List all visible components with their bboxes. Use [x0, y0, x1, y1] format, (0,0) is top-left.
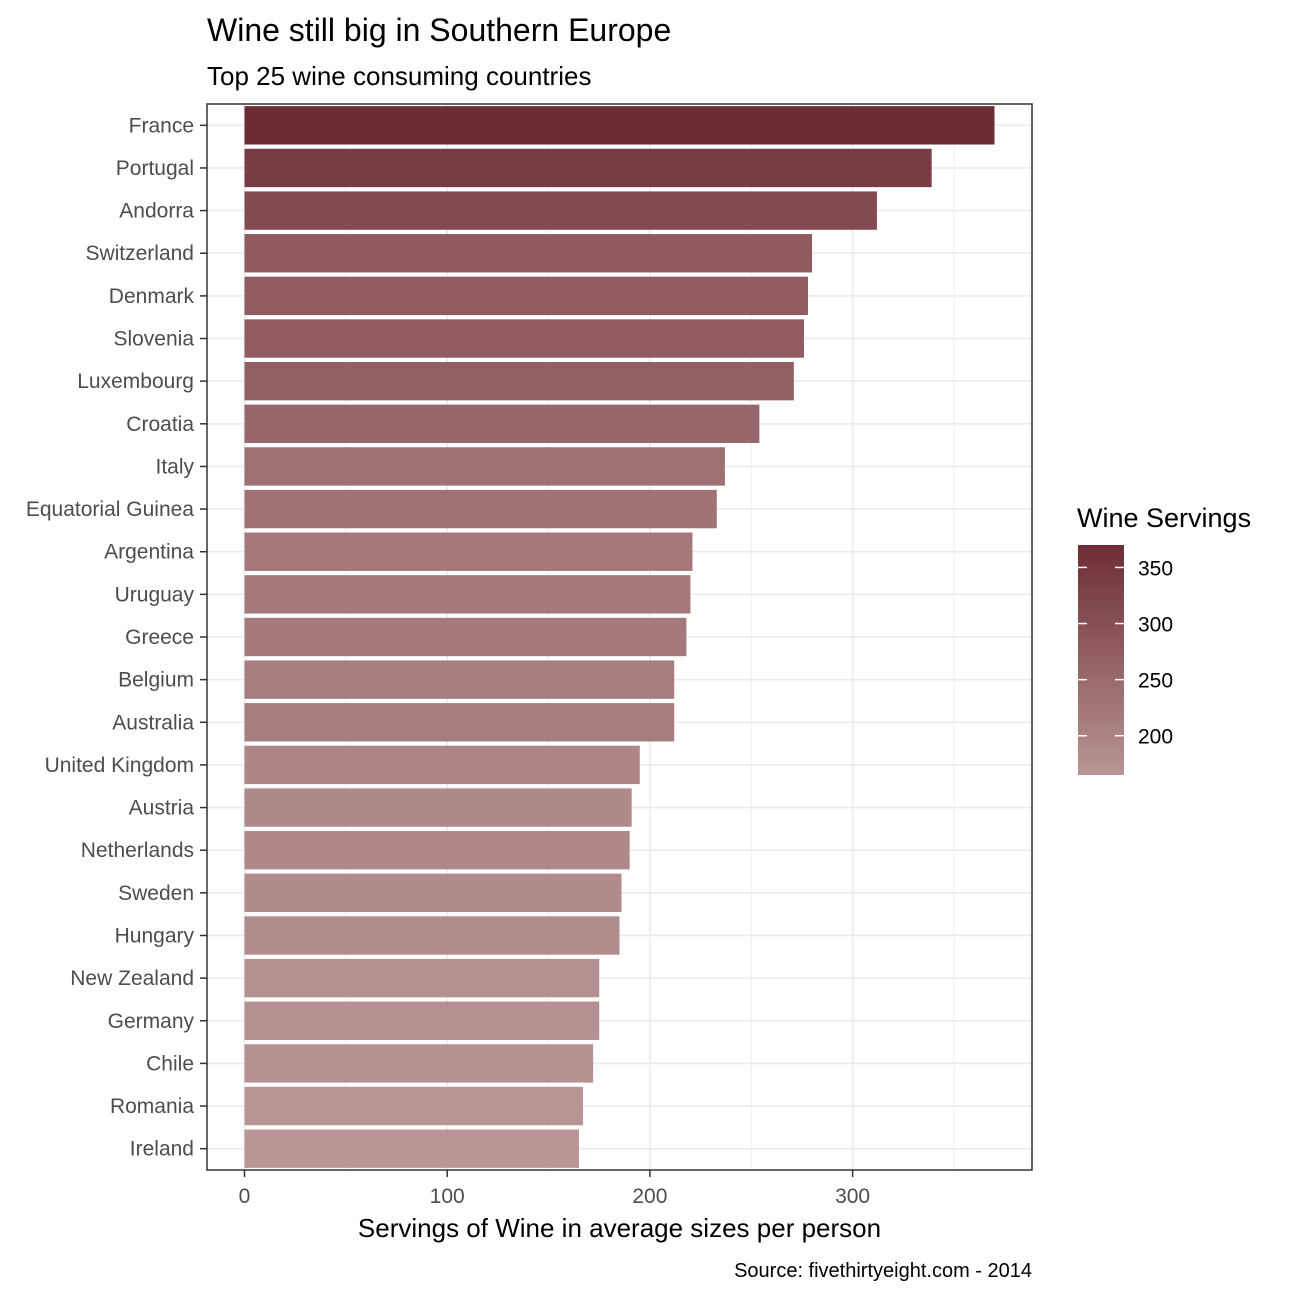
y-tick-label: Austria — [129, 797, 195, 820]
chart-title: Wine still big in Southern Europe — [207, 12, 671, 48]
bar-equatorial-guinea — [245, 490, 717, 528]
bar-new-zealand — [245, 959, 600, 997]
bar-austria — [245, 788, 632, 826]
y-tick-label: France — [129, 114, 194, 137]
bar-andorra — [245, 191, 877, 229]
y-tick-label: Croatia — [126, 413, 194, 436]
bar-switzerland — [245, 234, 813, 272]
y-tick-label: Portugal — [116, 157, 194, 180]
y-tick-label: Luxembourg — [77, 370, 194, 393]
y-tick-label: Belgium — [118, 669, 194, 692]
bar-netherlands — [245, 831, 630, 869]
x-tick-label: 0 — [239, 1185, 251, 1208]
legend-title: Wine Servings — [1077, 503, 1251, 533]
y-tick-label: Romania — [110, 1095, 194, 1118]
legend-tick-label: 250 — [1138, 670, 1173, 693]
y-tick-label: Greece — [125, 626, 194, 649]
bar-united-kingdom — [245, 746, 640, 784]
bar-croatia — [245, 405, 760, 443]
legend-tick-label: 350 — [1138, 557, 1173, 580]
bar-france — [245, 106, 995, 144]
y-tick-label: Equatorial Guinea — [26, 498, 194, 521]
bar-belgium — [245, 660, 675, 698]
x-tick-label: 300 — [835, 1185, 870, 1208]
y-tick-label: Ireland — [130, 1138, 194, 1161]
y-axis-ticks: France Portugal Andorra Switzerland Denmark S… — [26, 114, 207, 1160]
bar-uruguay — [245, 575, 691, 613]
y-tick-label: New Zealand — [70, 967, 194, 990]
legend-colorbar — [1078, 545, 1124, 775]
bar-chile — [245, 1044, 594, 1082]
x-axis-title: Servings of Wine in average sizes per pe… — [358, 1213, 881, 1243]
caption: Source: fivethirtyeight.com - 2014 — [734, 1260, 1032, 1282]
bar-romania — [245, 1087, 584, 1125]
bar-argentina — [245, 533, 693, 571]
y-tick-label: Germany — [108, 1010, 195, 1033]
y-tick-label: Sweden — [118, 882, 194, 905]
y-tick-label: Slovenia — [113, 328, 194, 351]
y-tick-label: Netherlands — [81, 839, 194, 862]
bar-ireland — [245, 1129, 579, 1167]
y-tick-label: Chile — [146, 1052, 194, 1075]
bar-sweden — [245, 874, 622, 912]
legend-tick-label: 200 — [1138, 726, 1173, 749]
bar-luxembourg — [245, 362, 794, 400]
bar-australia — [245, 703, 675, 741]
y-tick-label: United Kingdom — [45, 754, 194, 777]
y-tick-label: Hungary — [115, 924, 195, 947]
y-tick-label: Denmark — [109, 285, 195, 308]
bar-hungary — [245, 916, 620, 954]
chart-subtitle: Top 25 wine consuming countries — [207, 61, 591, 91]
y-tick-label: Switzerland — [85, 242, 194, 265]
y-tick-label: Australia — [112, 711, 194, 734]
bar-italy — [245, 447, 725, 485]
y-tick-label: Italy — [155, 455, 194, 478]
bar-portugal — [245, 149, 932, 187]
x-tick-label: 200 — [632, 1185, 667, 1208]
bar-slovenia — [245, 319, 804, 357]
legend-tick-label: 300 — [1138, 614, 1173, 637]
y-tick-label: Uruguay — [115, 583, 195, 606]
y-tick-label: Andorra — [119, 200, 194, 223]
bar-greece — [245, 618, 687, 656]
x-axis-ticks: 0 100 200 300 — [239, 1170, 870, 1208]
legend: Wine Servings 200 250 300 350 — [1077, 503, 1251, 775]
bar-germany — [245, 1002, 600, 1040]
x-tick-label: 100 — [430, 1185, 465, 1208]
bar-denmark — [245, 277, 809, 315]
y-tick-label: Argentina — [104, 541, 194, 564]
